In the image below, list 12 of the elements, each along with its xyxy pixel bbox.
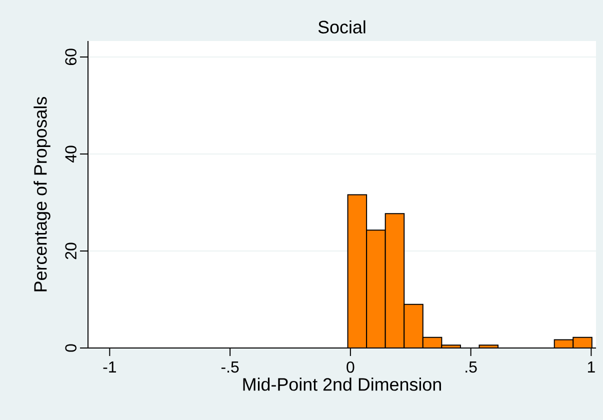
x-tick-label: .5	[466, 362, 477, 373]
chart-title: Social	[318, 20, 366, 34]
y-axis-title: Percentage of Proposals	[34, 96, 50, 292]
x-tick-label: 1	[588, 362, 595, 372]
y-tick-label: 20	[65, 242, 76, 260]
x-tick-label: -.5	[221, 362, 239, 373]
y-tick-label: 40	[65, 146, 76, 163]
y-tick-label: 60	[65, 48, 76, 66]
x-axis-title: Mid-Point 2nd Dimension	[243, 378, 441, 391]
x-tick-label: 0	[346, 362, 354, 373]
x-tick-label: -1	[103, 362, 116, 372]
y-tick-label: 0	[65, 344, 76, 352]
